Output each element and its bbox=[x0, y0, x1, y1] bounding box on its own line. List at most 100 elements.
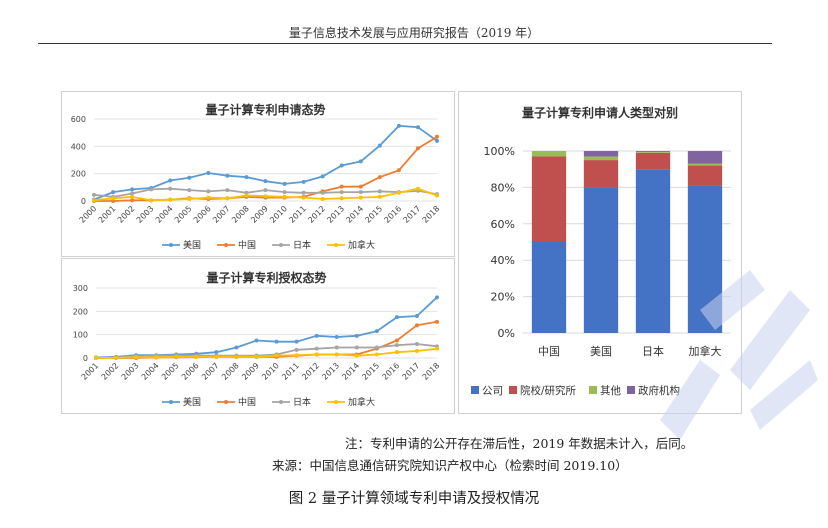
data-point bbox=[435, 193, 439, 198]
series-line bbox=[95, 296, 438, 359]
x-tick-label: 2018 bbox=[421, 361, 442, 382]
data-point bbox=[301, 190, 306, 195]
data-point bbox=[225, 188, 230, 193]
x-tick-label: 2016 bbox=[381, 361, 402, 382]
x-tick-label: 2006 bbox=[192, 204, 213, 225]
data-point bbox=[374, 345, 379, 350]
legend-swatch bbox=[471, 386, 479, 394]
data-point bbox=[130, 198, 135, 203]
data-point bbox=[111, 199, 116, 203]
x-tick-label: 2014 bbox=[344, 204, 365, 225]
data-point bbox=[254, 338, 259, 343]
data-point bbox=[320, 190, 325, 195]
x-tick-label: 2010 bbox=[268, 204, 289, 225]
data-point bbox=[354, 345, 359, 350]
legend-label: 美国 bbox=[183, 239, 201, 251]
data-point bbox=[294, 353, 299, 358]
data-point bbox=[92, 198, 96, 203]
data-point bbox=[114, 355, 119, 360]
legend-marker bbox=[224, 400, 228, 404]
data-point bbox=[320, 196, 325, 201]
data-point bbox=[394, 343, 399, 348]
x-tick-label: 2017 bbox=[401, 361, 422, 382]
figure-caption: 图 2 量子计算领域专利申请及授权情况 bbox=[288, 491, 540, 507]
data-point bbox=[274, 353, 279, 358]
page-header: 量子信息技术发展与应用研究报告（2019 年） bbox=[288, 26, 540, 40]
data-point bbox=[435, 319, 439, 324]
y-tick-label: 60% bbox=[491, 218, 515, 231]
data-point bbox=[377, 194, 382, 199]
x-tick-label: 2003 bbox=[135, 204, 156, 225]
stacked-bar-segment bbox=[531, 151, 567, 157]
data-point bbox=[301, 179, 306, 184]
y-tick-label: 0% bbox=[498, 327, 515, 340]
data-point bbox=[187, 188, 192, 193]
legend-label: 院校/研究所 bbox=[520, 384, 577, 397]
data-point bbox=[358, 195, 363, 200]
x-tick-label: 2015 bbox=[363, 204, 384, 225]
data-point bbox=[111, 190, 116, 195]
stacked-bar-segment bbox=[635, 151, 671, 152]
y-tick-label: 100% bbox=[484, 145, 515, 158]
data-point bbox=[396, 168, 401, 173]
header-rule bbox=[38, 43, 772, 44]
legend-marker bbox=[224, 243, 228, 247]
data-point bbox=[394, 315, 399, 320]
y-tick-label: 0 bbox=[81, 197, 86, 206]
legend-label: 加拿大 bbox=[348, 396, 375, 408]
legend-marker bbox=[279, 243, 283, 247]
data-point bbox=[415, 186, 420, 191]
data-point bbox=[225, 173, 230, 178]
data-point bbox=[301, 195, 306, 200]
x-tick-label: 2005 bbox=[173, 204, 194, 225]
x-tick-label: 2004 bbox=[154, 204, 175, 225]
data-point bbox=[414, 314, 419, 318]
data-point bbox=[174, 354, 179, 359]
data-point bbox=[314, 333, 319, 338]
legend-label: 加拿大 bbox=[348, 239, 375, 251]
x-tick-label: 2007 bbox=[211, 204, 232, 225]
x-category-label: 加拿大 bbox=[689, 344, 722, 358]
data-point bbox=[394, 350, 399, 355]
data-point bbox=[111, 196, 116, 201]
legend-swatch bbox=[509, 386, 517, 394]
data-point bbox=[187, 175, 192, 180]
chart-title: 量子计算专利申请人类型对别 bbox=[522, 105, 678, 120]
data-point bbox=[168, 186, 173, 191]
data-point bbox=[187, 196, 192, 201]
legend-label: 中国 bbox=[238, 396, 256, 408]
stacked-bar-segment bbox=[635, 151, 671, 153]
data-point bbox=[282, 190, 287, 195]
x-tick-label: 2004 bbox=[140, 361, 161, 382]
data-point bbox=[354, 333, 359, 338]
x-tick-label: 2001 bbox=[80, 361, 101, 382]
data-point bbox=[414, 342, 419, 346]
x-tick-label: 2000 bbox=[78, 204, 99, 225]
data-point bbox=[206, 189, 211, 194]
data-point bbox=[263, 179, 268, 184]
y-tick-label: 20% bbox=[491, 291, 515, 304]
x-category-label: 中国 bbox=[538, 345, 560, 358]
stacked-bar-segment bbox=[583, 187, 619, 333]
data-point bbox=[130, 194, 135, 199]
x-tick-label: 2012 bbox=[306, 204, 327, 225]
x-tick-label: 2011 bbox=[287, 204, 308, 225]
legend-label: 日本 bbox=[293, 239, 311, 251]
data-point bbox=[168, 197, 173, 202]
data-point bbox=[374, 352, 379, 357]
data-point bbox=[334, 345, 339, 350]
legend-marker bbox=[334, 243, 338, 247]
x-category-label: 日本 bbox=[642, 344, 664, 358]
data-point bbox=[263, 188, 268, 193]
data-point bbox=[374, 329, 379, 334]
data-point bbox=[435, 138, 439, 143]
series-line bbox=[95, 343, 438, 359]
panel-grants: 量子计算专利授权态势 0 100 200 300 2001 2002 2003 2004 2005… bbox=[61, 258, 455, 414]
data-point bbox=[339, 190, 344, 195]
x-tick-label: 2013 bbox=[325, 204, 346, 225]
data-point bbox=[334, 352, 339, 357]
y-tick-label: 400 bbox=[71, 142, 86, 151]
data-point bbox=[414, 323, 419, 328]
panel-applicant-types: 量子计算专利申请人类型对别 0% 20% 40% 60% 80% 100% 中国 美国 日本 加拿大… bbox=[458, 91, 742, 414]
x-tick-label: 2005 bbox=[160, 361, 181, 382]
